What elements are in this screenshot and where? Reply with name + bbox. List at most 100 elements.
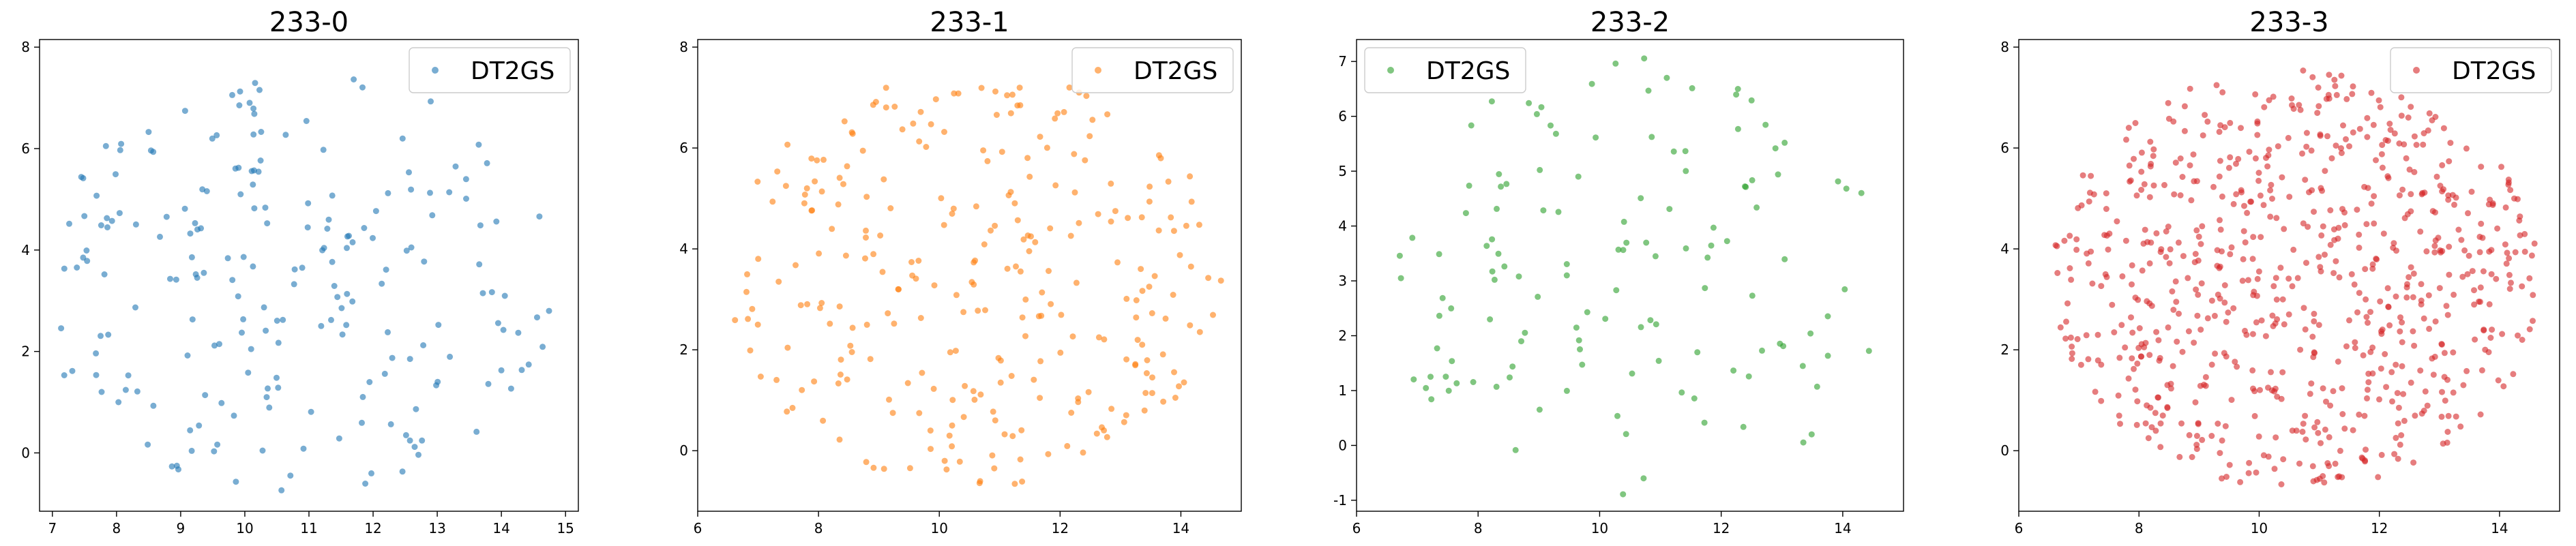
data-point — [1612, 60, 1619, 67]
data-point — [2225, 164, 2232, 171]
legend-box — [409, 47, 571, 93]
data-point — [2211, 312, 2218, 319]
data-point — [836, 436, 843, 443]
data-point — [245, 369, 252, 376]
data-point — [2079, 172, 2086, 179]
data-point — [1428, 396, 1435, 403]
data-point — [258, 129, 265, 135]
data-point — [1089, 117, 1096, 123]
data-point — [308, 408, 314, 415]
data-point — [1409, 234, 1416, 241]
data-point — [132, 304, 138, 311]
data-point — [982, 307, 988, 314]
data-point — [2299, 150, 2305, 157]
data-point — [2320, 385, 2326, 392]
data-point — [2465, 210, 2471, 217]
data-point — [1436, 312, 1442, 319]
data-point — [2268, 181, 2275, 188]
data-point — [209, 135, 216, 142]
data-point — [2159, 412, 2166, 419]
data-point — [946, 432, 953, 439]
data-point — [2153, 329, 2160, 335]
data-point — [1663, 74, 1670, 81]
data-point — [2119, 273, 2126, 279]
data-point — [2217, 450, 2223, 457]
data-point — [1149, 374, 1155, 381]
data-point — [265, 385, 271, 392]
data-point — [98, 222, 104, 228]
data-point — [1019, 479, 1026, 485]
data-point — [2411, 133, 2418, 140]
data-point — [118, 140, 125, 147]
data-point — [2228, 244, 2235, 251]
data-point — [1162, 315, 1169, 322]
data-point — [2181, 127, 2188, 134]
data-point — [1022, 333, 1028, 339]
data-point — [175, 466, 181, 473]
data-point — [2208, 433, 2215, 439]
data-point — [1781, 256, 1788, 262]
data-point — [2254, 275, 2261, 282]
data-point — [1858, 189, 1865, 196]
data-point — [2167, 380, 2174, 387]
data-point — [229, 277, 236, 284]
data-point — [1493, 383, 1500, 390]
data-point — [877, 232, 884, 239]
data-point — [2395, 455, 2401, 462]
data-point — [1108, 406, 1115, 412]
data-point — [115, 399, 122, 406]
data-point — [1071, 189, 1078, 196]
data-point — [2408, 208, 2414, 215]
data-point — [2311, 424, 2318, 431]
data-point — [2360, 352, 2367, 359]
data-point — [2242, 239, 2249, 246]
data-point — [2269, 196, 2275, 202]
data-point — [1652, 253, 1659, 260]
data-point — [2180, 253, 2187, 260]
data-point — [2217, 122, 2224, 129]
data-point — [2327, 207, 2334, 213]
y-tick-label: 6 — [679, 140, 688, 156]
data-point — [2327, 241, 2334, 248]
data-point — [992, 222, 998, 229]
data-point — [2408, 104, 2414, 110]
data-point — [2134, 360, 2141, 367]
data-point — [2386, 121, 2393, 127]
data-point — [1133, 314, 1140, 321]
data-point — [797, 302, 804, 309]
data-point — [2405, 115, 2412, 121]
data-point — [2296, 102, 2303, 108]
data-point — [2481, 327, 2487, 334]
data-point — [413, 406, 419, 412]
data-point — [2197, 327, 2204, 333]
data-point — [2322, 168, 2328, 175]
data-point — [2439, 162, 2446, 168]
data-point — [2333, 142, 2339, 149]
data-point — [2294, 275, 2301, 282]
data-point — [1397, 275, 1404, 282]
data-point — [2367, 309, 2373, 316]
data-point — [1824, 313, 1831, 320]
data-point — [287, 472, 294, 479]
data-point — [280, 316, 286, 323]
data-point — [2346, 143, 2352, 150]
data-point — [2202, 382, 2209, 389]
data-point — [2327, 402, 2334, 409]
data-point — [2219, 248, 2225, 255]
data-point — [2219, 437, 2225, 444]
data-point — [1170, 292, 1176, 298]
chart-title: 233-2 — [1590, 7, 1670, 38]
data-point — [1132, 361, 1139, 367]
data-point — [2086, 198, 2092, 205]
data-point — [2390, 240, 2397, 247]
data-point — [906, 465, 913, 472]
y-tick-label: 8 — [2000, 39, 2009, 55]
data-point — [319, 247, 326, 254]
data-point — [2192, 251, 2199, 257]
chart-title: 233-0 — [269, 7, 349, 38]
data-point — [2403, 155, 2410, 162]
data-point — [1108, 180, 1114, 187]
data-point — [2280, 456, 2287, 463]
data-point — [1101, 427, 1108, 434]
data-point — [240, 316, 247, 322]
